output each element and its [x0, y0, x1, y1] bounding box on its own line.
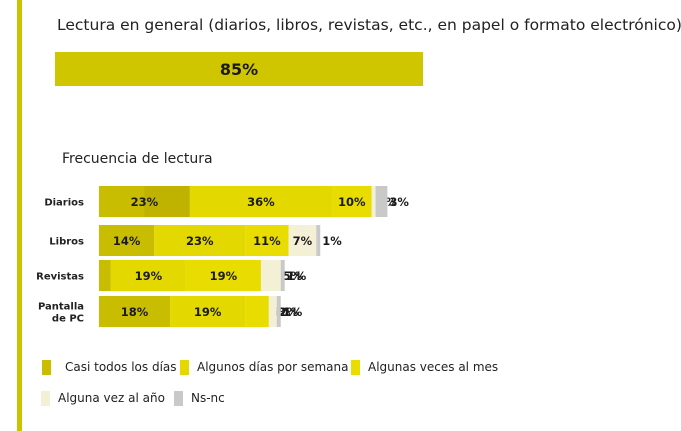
value-label-libros-casi-todos-los-dias: 14%	[113, 234, 141, 248]
legend-label-algunos-dias: Algunos días por semana	[197, 360, 349, 374]
value-label-diarios-algunas-veces-al-mes: 10%	[338, 195, 366, 209]
overall-reading-value: 85%	[219, 59, 259, 79]
legend-label-algunas-veces: Algunas veces al mes	[368, 360, 499, 374]
bar-segment-libros-casi-todos-los-dias	[99, 225, 155, 256]
bar-segment-libros-algunas-veces-al-mes	[245, 225, 289, 256]
value-label-libros-alguna-vez-al-ano: 7%	[293, 234, 313, 248]
chart-title: Frecuencia de lectura	[62, 151, 213, 167]
value-label-revistas-algunas-veces-al-mes: 19%	[210, 269, 238, 283]
bar-segment-diarios-algunas-veces-al-mes	[332, 186, 372, 217]
value-label-libros-ns-nc: 1%	[322, 234, 342, 248]
value-label-diarios-algunos-dias-por-semana: 36%	[247, 195, 275, 209]
value-label-libros-algunos-dias-por-semana: 23%	[186, 234, 214, 248]
bar-segment-diarios-ns-nc	[375, 186, 388, 217]
value-label-pantalla-de-pc-algunos-dias-por-semana: 19%	[194, 305, 222, 319]
value-label-diarios-casi-todos-los-dias: 23%	[131, 195, 159, 209]
value-label-diarios-ns-nc: 3%	[389, 195, 409, 209]
bar-segment-diarios-alguna-vez-al-ano	[371, 186, 376, 217]
bar-segment-libros-ns-nc	[316, 225, 321, 256]
bar-segment-libros-alguna-vez-al-ano	[288, 225, 317, 256]
legend-swatch-casi-todos	[42, 360, 51, 375]
bar-segment-revistas-algunas-veces-al-mes	[185, 260, 261, 291]
left-accent-rule	[17, 0, 22, 431]
value-label-revistas-alguna-vez-al-ano: 5%	[283, 269, 303, 283]
legend-swatch-alguna-vez	[41, 391, 50, 406]
category-label-pantalla-de-pc: Pantalla de PC	[38, 302, 84, 325]
bar-segment-pantalla-de-pc-alguna-vez-al-ano	[268, 296, 277, 327]
legend-label-casi-todos: Casi todos los días	[65, 360, 177, 374]
value-label-revistas-algunos-dias-por-semana: 19%	[135, 269, 163, 283]
bar-segment-revistas-ns-nc	[280, 260, 285, 291]
bar-segment-revistas-algunos-dias-por-semana	[110, 260, 186, 291]
value-label-pantalla-de-pc-casi-todos-los-dias: 18%	[121, 305, 149, 319]
bar-segment-pantalla-de-pc-algunas-veces-al-mes	[245, 296, 269, 327]
bar-segment-pantalla-de-pc-ns-nc	[276, 296, 281, 327]
category-label-diarios: Diarios	[44, 198, 84, 209]
overall-reading-bar: 85%	[55, 52, 423, 86]
legend-label-alguna-vez: Alguna vez al año	[58, 391, 165, 405]
bar-segment-revistas-alguna-vez-al-ano	[260, 260, 281, 291]
legend-swatch-algunos-dias	[180, 360, 189, 375]
bar-segment-pantalla-de-pc-algunos-dias-por-semana	[170, 296, 246, 327]
legend-swatch-algunas-veces	[351, 360, 360, 375]
page-title: Lectura en general (diarios, libros, rev…	[57, 16, 681, 34]
category-label-revistas: Revistas	[36, 272, 84, 283]
bar-segment-libros-algunos-dias-por-semana	[154, 225, 246, 256]
value-label-revistas-ns-nc: 1%	[287, 269, 307, 283]
legend-label-ns-nc: Ns-nc	[191, 391, 225, 405]
bar-segment-revistas-casi-todos-los-dias	[99, 260, 111, 291]
category-label-libros: Libros	[49, 237, 84, 248]
value-label-pantalla-de-pc-alguna-vez-al-ano: 2%	[279, 305, 299, 319]
value-label-libros-algunas-veces-al-mes: 11%	[253, 234, 281, 248]
bar-segment-diarios-algunos-dias-por-semana	[189, 186, 333, 217]
value-label-pantalla-de-pc-ns-nc: 1%	[283, 305, 303, 319]
bar-segment-pantalla-de-pc-casi-todos-los-dias	[99, 296, 171, 327]
legend-swatch-ns-nc	[174, 391, 183, 406]
bar-segment-shade-diarios	[144, 186, 190, 217]
